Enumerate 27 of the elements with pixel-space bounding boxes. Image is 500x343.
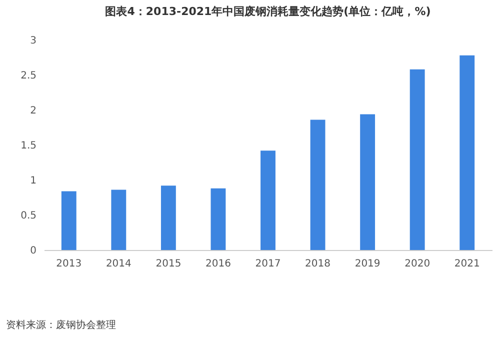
y-tick-label: 2.5 xyxy=(20,70,36,82)
y-tick-label: 0.5 xyxy=(20,210,36,222)
x-tick-label: 2013 xyxy=(56,258,82,270)
bar xyxy=(210,188,226,250)
x-tick-label: 2020 xyxy=(404,258,430,270)
y-tick-label: 1 xyxy=(30,176,36,186)
x-tick-label: 2014 xyxy=(106,258,132,270)
x-tick-label: 2019 xyxy=(354,258,380,270)
x-tick-label: 2015 xyxy=(156,258,182,270)
y-tick-label: 0 xyxy=(30,246,36,256)
x-tick-label: 2017 xyxy=(255,258,281,270)
text: 资料来源：废钢协会整理 xyxy=(6,318,116,332)
x-tick-label: 2016 xyxy=(205,258,231,270)
bar xyxy=(460,55,475,250)
y-tick-label: 2 xyxy=(30,106,36,116)
bar xyxy=(260,150,276,250)
y-tick-label: 1.5 xyxy=(20,140,36,152)
y-tick-label: 3 xyxy=(30,36,36,46)
bar xyxy=(61,191,76,250)
x-tick-label: 2018 xyxy=(305,258,331,270)
chart-title: 图表4：2013-2021年中国废钢消耗量变化趋势(单位：亿吨，%) xyxy=(105,5,431,18)
bar xyxy=(360,114,376,250)
x-tick-label: 2021 xyxy=(454,258,480,270)
bar xyxy=(310,120,326,250)
bar xyxy=(160,186,176,250)
bar xyxy=(111,190,126,250)
bar xyxy=(410,69,425,250)
